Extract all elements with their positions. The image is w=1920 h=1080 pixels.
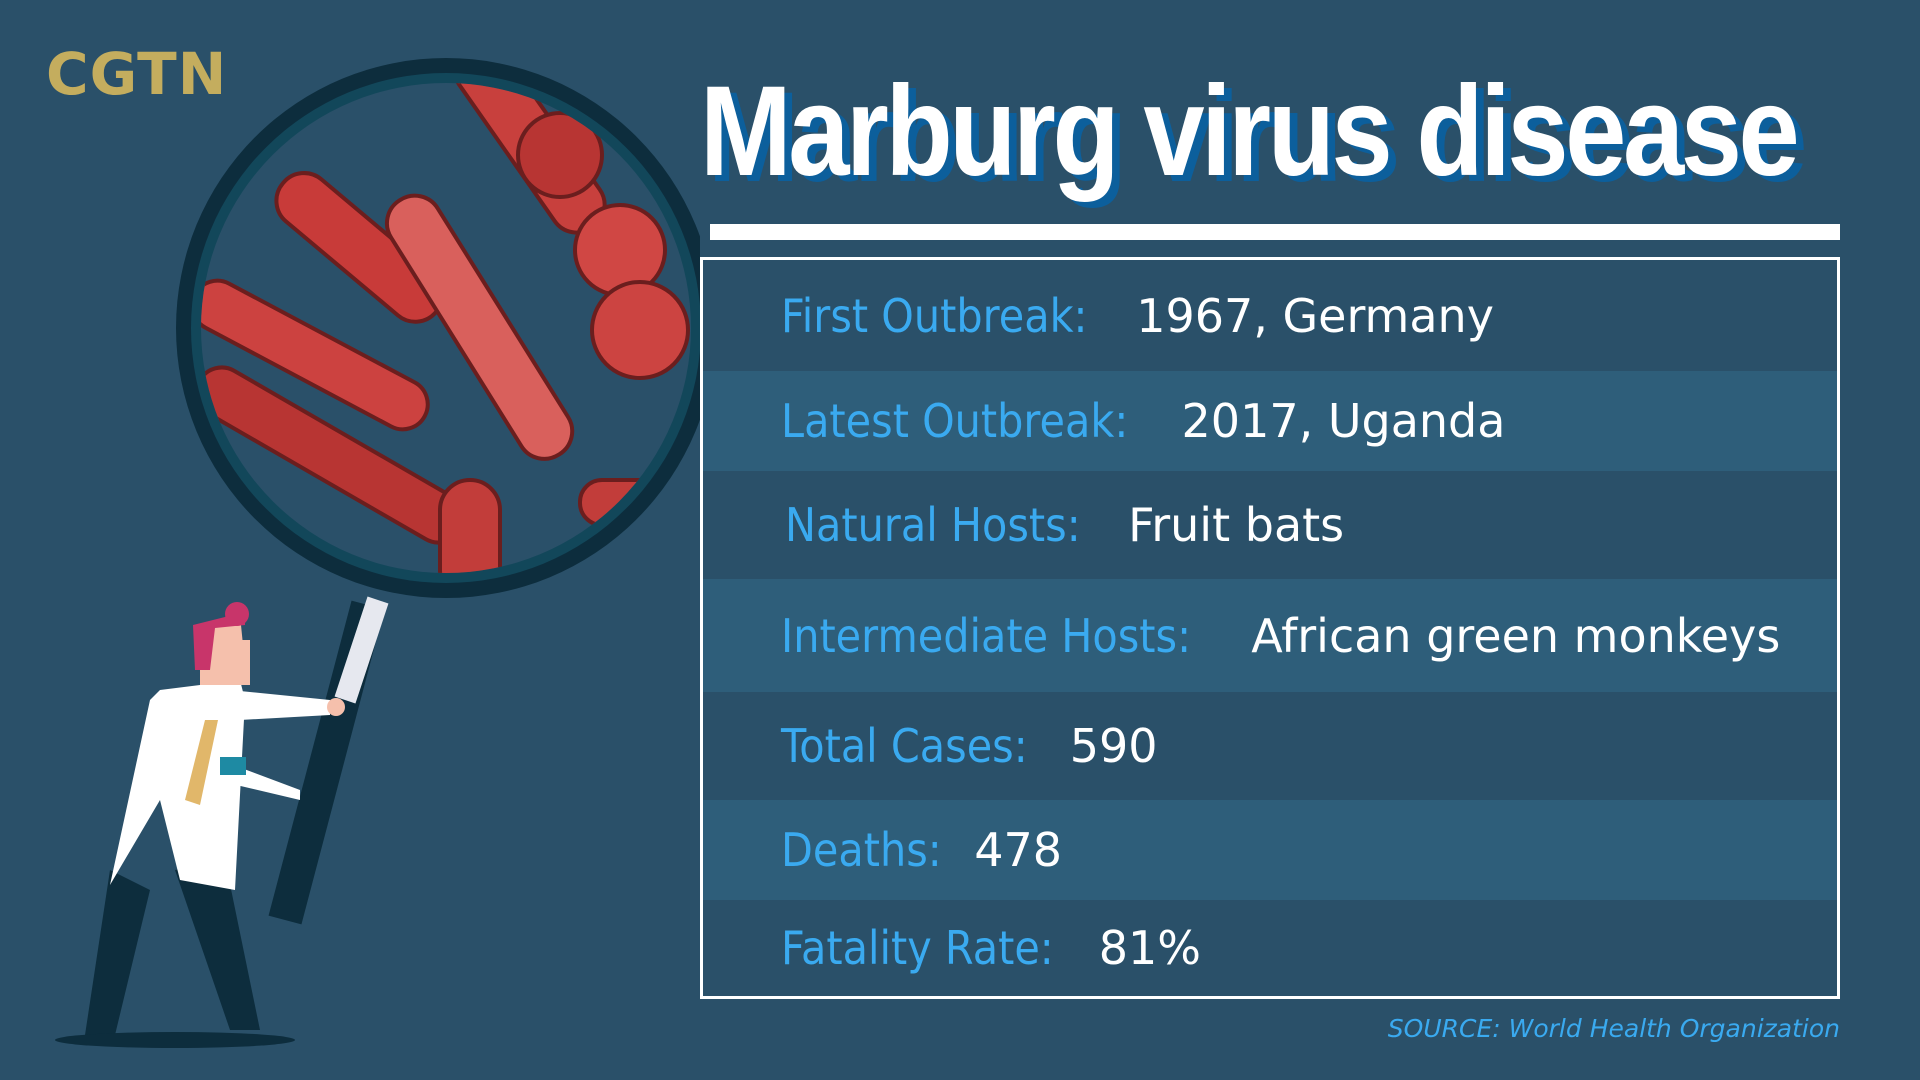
facts-table: First Outbreak: 1967, Germany Latest Out…: [700, 257, 1840, 999]
fact-label: Natural Hosts:: [785, 498, 1081, 552]
cgtn-logo: CGTN: [46, 40, 228, 108]
fact-value: 81%: [1098, 921, 1201, 975]
fact-label: Intermediate Hosts:: [781, 608, 1192, 663]
fact-value: 590: [1069, 719, 1158, 773]
fact-row-natural-hosts: Natural Hosts: Fruit bats: [703, 471, 1837, 579]
scientist-figure: [55, 602, 345, 1048]
fact-label: Total Cases:: [781, 719, 1028, 773]
fact-row-deaths: Deaths: 478: [703, 800, 1837, 900]
magnifier-neck: [334, 596, 389, 704]
fact-value: African green monkeys: [1251, 608, 1781, 663]
fact-value: 2017, Uganda: [1181, 394, 1506, 448]
fact-row-latest-outbreak: Latest Outbreak: 2017, Uganda: [703, 371, 1837, 471]
fact-value: 1967, Germany: [1136, 288, 1494, 343]
fact-row-intermediate-hosts: Intermediate Hosts: African green monkey…: [703, 579, 1837, 692]
fact-label: Latest Outbreak:: [781, 394, 1129, 448]
fact-label: Fatality Rate:: [781, 921, 1054, 975]
fact-row-total-cases: Total Cases: 590: [703, 692, 1837, 800]
source-note: SOURCE: World Health Organization: [1387, 1014, 1840, 1043]
virus-image: [201, 83, 690, 573]
fact-value: Fruit bats: [1128, 498, 1345, 552]
fact-value: 478: [974, 823, 1063, 877]
fact-row-fatality-rate: Fatality Rate: 81%: [703, 900, 1837, 996]
title-divider: [710, 224, 1840, 240]
fact-label: Deaths:: [781, 823, 942, 877]
fact-label: First Outbreak:: [781, 288, 1088, 343]
fact-row-first-outbreak: First Outbreak: 1967, Germany: [703, 260, 1837, 371]
page-title: Marburg virus disease: [700, 60, 1800, 203]
scientist-magnifier-illustration: [55, 58, 700, 1048]
